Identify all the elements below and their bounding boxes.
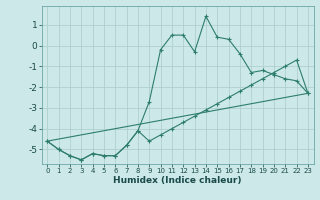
X-axis label: Humidex (Indice chaleur): Humidex (Indice chaleur) <box>113 176 242 185</box>
